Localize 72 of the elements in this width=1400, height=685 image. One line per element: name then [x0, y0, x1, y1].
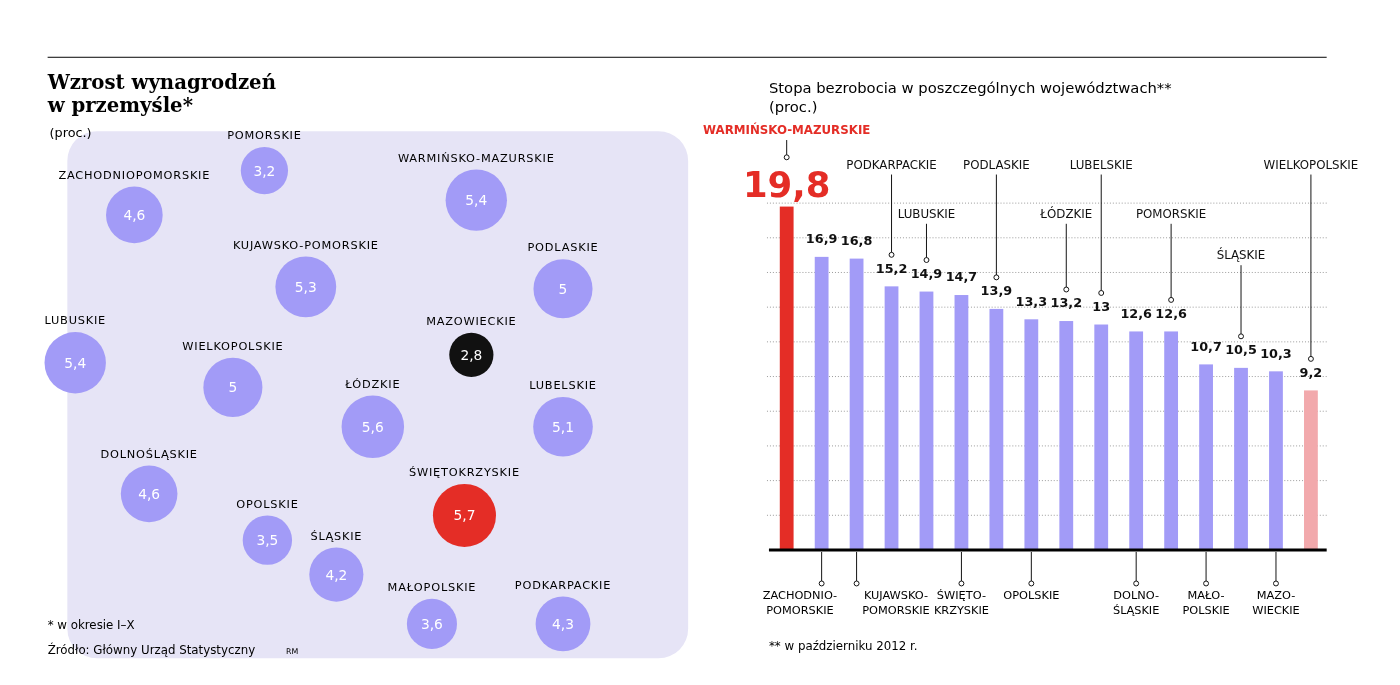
- data-label: 4,3: [552, 615, 574, 632]
- data-label: 5,1: [552, 418, 574, 435]
- data-label: 5,3: [294, 278, 317, 295]
- data-label: 4,2: [325, 566, 348, 583]
- category-label: DOLNO-ŚLĄSKIE: [1112, 588, 1160, 618]
- data-label: 2,8: [460, 346, 483, 363]
- chart-subtitle: (proc.): [768, 98, 818, 116]
- data-label: 14,9: [910, 265, 943, 281]
- data-label: 3,5: [256, 532, 279, 549]
- category-label: MAZO-WIECKIE: [1252, 588, 1300, 618]
- text: ** w październiku 2012 r.: [768, 639, 918, 654]
- category-label: KUJAWSKO-POMORSKIE: [232, 237, 379, 252]
- category-label: ŚWIĘTO-KRZYSKIE: [933, 588, 989, 618]
- category-label: PODKARPACKIE: [846, 157, 937, 172]
- text: Źródło: Główny Urząd Statystyczny: [47, 642, 256, 658]
- category-label: LUBELSKIE: [1069, 157, 1133, 172]
- category-label: ZACHODNIOPOMORSKIE: [58, 167, 211, 182]
- chart-title: Stopa bezrobocia w poszczególnych województwach**: [768, 78, 1172, 96]
- data-label: 16,9: [805, 231, 838, 247]
- text: Wzrost wynagrodzeń w przemyśle*: [46, 70, 276, 118]
- data-label: 19,8: [742, 163, 831, 205]
- category-label: WIELKOPOLSKIE: [1263, 157, 1359, 172]
- data-label: 15,2: [875, 260, 908, 276]
- category-label: WIELKOPOLSKIE: [182, 338, 284, 353]
- text: * w okresie I–X: [47, 617, 135, 632]
- category-label: ŁÓDZKIE: [344, 376, 401, 391]
- category-label: WARMIŃSKO-MAZURSKIE: [397, 150, 555, 165]
- text: (proc.): [49, 125, 92, 141]
- data-label: 12,6: [1155, 305, 1187, 321]
- category-label: LUBUSKIE: [897, 206, 956, 221]
- data-label: 4,6: [138, 485, 161, 502]
- data-label: 5: [558, 280, 568, 297]
- category-label: POMORSKIE: [1135, 206, 1207, 221]
- data-label: 9,2: [1299, 364, 1323, 380]
- data-label: 4,6: [123, 206, 146, 223]
- category-label: ŚLĄSKIE: [310, 528, 363, 543]
- category-label: OPOLSKIE: [1003, 588, 1060, 603]
- category-label: DOLNOŚLĄSKIE: [100, 446, 198, 461]
- data-label: 5,6: [361, 418, 384, 435]
- data-label: 5,4: [64, 354, 87, 371]
- category-label: WARMIŃSKO-MAZURSKIE: [703, 123, 871, 138]
- data-label: 3,2: [253, 162, 276, 179]
- category-label: PODKARPACKIE: [514, 577, 612, 592]
- category-label: LUBUSKIE: [44, 313, 106, 328]
- data-label: 12,6: [1120, 305, 1153, 321]
- category-label: MAŁO-POLSKIE: [1182, 588, 1230, 618]
- category-label: OPOLSKIE: [236, 496, 299, 511]
- category-label: ŚLĄSKIE: [1216, 248, 1266, 263]
- data-label: 13,3: [1015, 293, 1048, 309]
- category-label: ŚWIĘTOKRZYSKIE: [409, 465, 520, 480]
- data-label: 10,7: [1190, 338, 1222, 354]
- data-label: 5,4: [465, 192, 488, 209]
- data-label: 10,5: [1225, 342, 1257, 358]
- category-label: POMORSKIE: [227, 128, 302, 143]
- category-label: MAZOWIECKIE: [426, 313, 517, 328]
- data-label: 16,8: [840, 232, 873, 248]
- data-label: 13,9: [980, 283, 1013, 299]
- data-label: 3,6: [420, 615, 443, 632]
- data-label: 10,3: [1260, 345, 1292, 361]
- category-label: KUJAWSKO-POMORSKIE: [862, 588, 930, 618]
- category-label: PODLASKIE: [963, 157, 1030, 172]
- text: RM: [286, 647, 299, 657]
- category-label: MAŁOPOLSKIE: [387, 579, 477, 594]
- category-label: PODLASKIE: [527, 240, 599, 255]
- data-label: 13: [1092, 298, 1111, 314]
- category-label: ŁÓDZKIE: [1040, 206, 1093, 221]
- data-label: 5: [228, 379, 238, 396]
- data-label: 5,7: [453, 507, 476, 524]
- category-label: LUBELSKIE: [529, 378, 597, 393]
- data-label: 13,2: [1050, 295, 1083, 311]
- category-label: ZACHODNIO-POMORSKIE: [762, 588, 838, 618]
- data-label: 14,7: [945, 269, 978, 285]
